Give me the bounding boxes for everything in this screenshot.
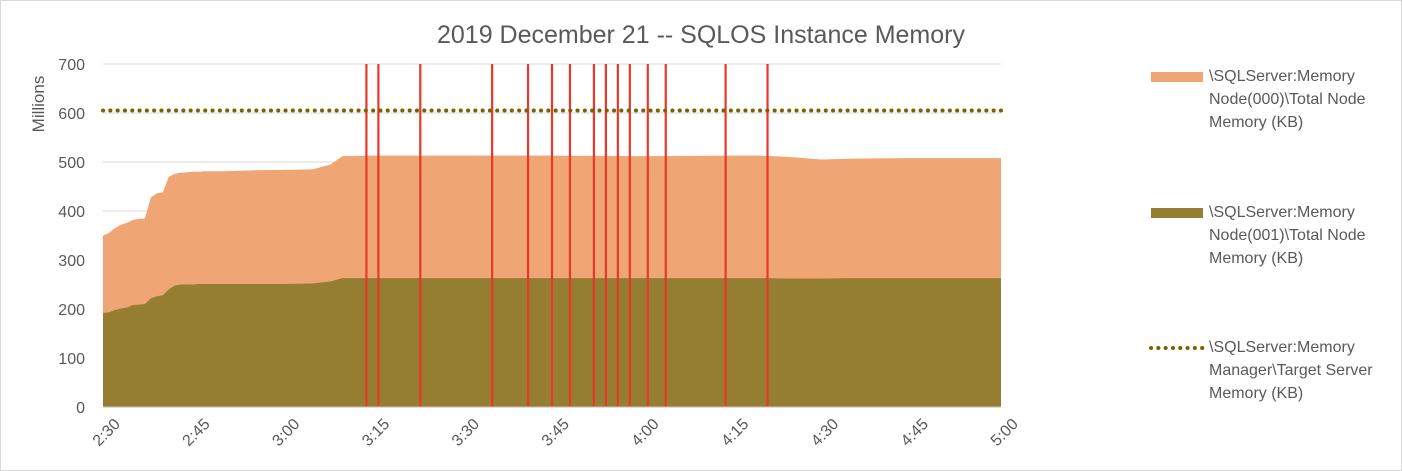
legend-swatch-node001	[1151, 208, 1203, 218]
x-tick-label-4-00: 4:00	[629, 416, 663, 450]
y-tick-label-0: 0	[76, 400, 85, 417]
y-axis-label: Millions	[29, 76, 48, 133]
legend-swatch-node000	[1151, 72, 1203, 82]
y-tick-label-700: 700	[58, 57, 85, 74]
legend-label-node000: \SQLServer:Memory Node(000)\Total Node M…	[1209, 68, 1366, 131]
x-tick-label-3-00: 3:00	[269, 416, 303, 450]
x-tick-label-2-30: 2:30	[90, 416, 124, 450]
y-tick-label-300: 300	[58, 253, 85, 270]
legend-label-target: \SQLServer:Memory Manager\Target Server …	[1209, 339, 1373, 402]
x-tick-label-5-00: 5:00	[988, 416, 1022, 450]
legend-item-node001: \SQLServer:Memory Node(001)\Total Node M…	[1149, 201, 1399, 281]
x-tick-label-3-45: 3:45	[539, 416, 573, 450]
y-tick-label-600: 600	[58, 106, 85, 123]
legend-label-node001: \SQLServer:Memory Node(001)\Total Node M…	[1209, 204, 1366, 267]
x-tick-label-4-15: 4:15	[718, 416, 752, 450]
legend-item-target: \SQLServer:Memory Manager\Target Server …	[1149, 336, 1399, 416]
y-tick-label-100: 100	[58, 351, 85, 368]
x-tick-label-3-30: 3:30	[449, 416, 483, 450]
x-tick-label-4-30: 4:30	[808, 416, 842, 450]
x-tick-label-2-45: 2:45	[180, 416, 214, 450]
x-tick-label-4-45: 4:45	[898, 416, 932, 450]
y-tick-label-500: 500	[58, 155, 85, 172]
chart-title: 2019 December 21 -- SQLOS Instance Memor…	[436, 21, 965, 49]
x-tick-label-3-15: 3:15	[359, 416, 393, 450]
legend-swatch-target	[1149, 346, 1207, 350]
y-tick-label-200: 200	[58, 302, 85, 319]
y-tick-label-400: 400	[58, 204, 85, 221]
legend-item-node000: \SQLServer:Memory Node(000)\Total Node M…	[1149, 65, 1399, 145]
